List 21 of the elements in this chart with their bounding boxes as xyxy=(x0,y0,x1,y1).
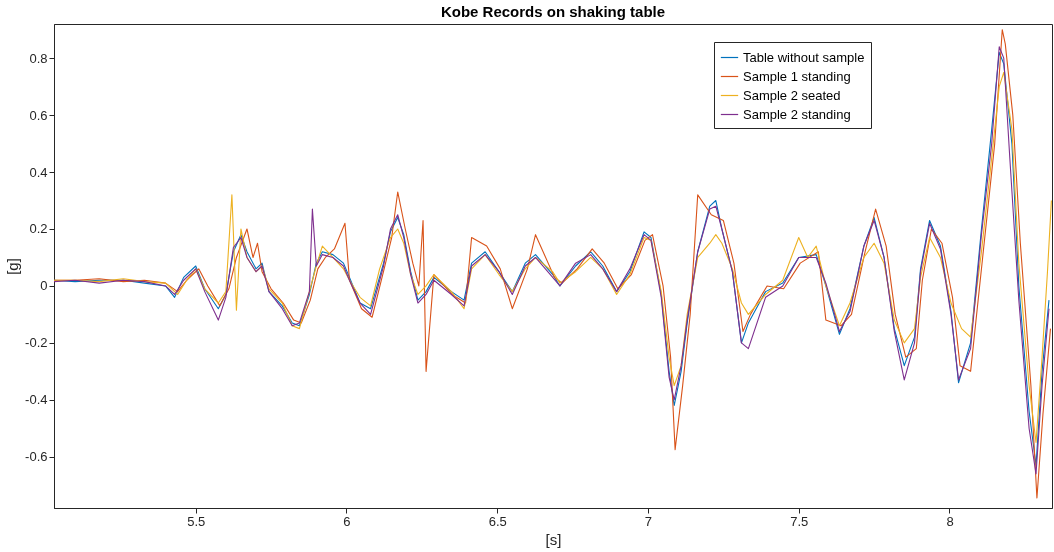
x-axis-title: [s] xyxy=(545,530,562,548)
y-axis-title: [g] xyxy=(4,258,22,275)
y-tick-label: 0.2 xyxy=(29,221,48,237)
x-tick-label: 8 xyxy=(946,513,954,529)
y-tick-label: -0.4 xyxy=(25,392,48,408)
legend-label: Sample 1 standing xyxy=(743,68,851,84)
x-tick-label: 5.5 xyxy=(187,513,206,529)
legend-label: Sample 2 seated xyxy=(743,87,841,103)
x-tick-label: 6 xyxy=(343,513,351,529)
y-tick-label: -0.2 xyxy=(25,335,48,351)
x-tick-label: 7 xyxy=(644,513,653,529)
y-tick-label: -0.6 xyxy=(25,449,48,465)
y-tick-label: 0 xyxy=(40,278,48,294)
legend-label: Table without sample xyxy=(743,49,865,65)
x-tick-label: 6.5 xyxy=(488,513,507,529)
y-tick-label: 0.6 xyxy=(29,107,48,123)
legend-label: Sample 2 standing xyxy=(743,106,851,122)
y-tick-label: 0.4 xyxy=(29,164,48,180)
chart-title: Kobe Records on shaking table xyxy=(440,3,666,20)
x-tick-label: 7.5 xyxy=(790,513,809,529)
y-tick-label: 0.8 xyxy=(29,50,48,66)
